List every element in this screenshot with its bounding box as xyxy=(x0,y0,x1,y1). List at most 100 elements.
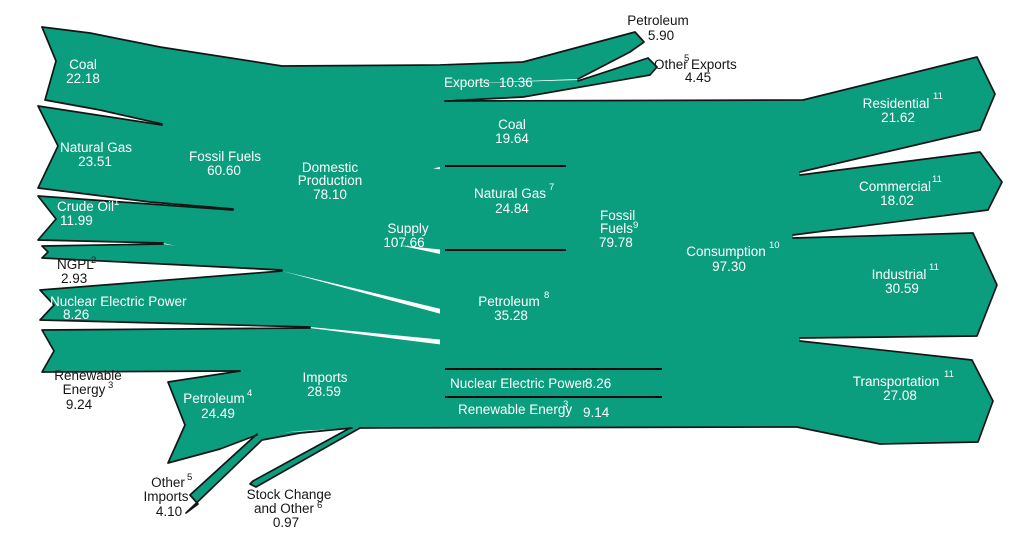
outline-industrial xyxy=(792,232,998,339)
consumption-value: 97.30 xyxy=(712,259,746,274)
domestic-production-line1: Domestic xyxy=(302,160,359,175)
stock-change-value: 0.97 xyxy=(273,515,299,530)
coal-input-label: Coal xyxy=(69,57,97,72)
outline-nuclear-input xyxy=(39,270,311,328)
outline-natural-gas-input xyxy=(37,105,234,210)
fossil-fuels-prod-value: 60.60 xyxy=(207,163,241,178)
ngpl-input-flow xyxy=(42,244,445,310)
other-exports-value: 4.45 xyxy=(685,70,711,85)
residential-value: 21.62 xyxy=(881,110,915,125)
commercial-label: Commercial xyxy=(859,179,931,194)
petroleum-mid-sup: 8 xyxy=(544,290,549,301)
imports-label: Imports xyxy=(302,370,347,385)
petroleum-import-value: 24.49 xyxy=(201,406,235,421)
outline-other-exports xyxy=(444,57,658,102)
natural-gas-mid-label: Natural Gas xyxy=(474,186,546,201)
crude-oil-input-label: Crude Oil xyxy=(57,199,114,214)
consumption-sup: 10 xyxy=(769,240,780,251)
nuclear-input-value: 8.26 xyxy=(63,307,89,322)
outline-stock-change xyxy=(249,427,361,488)
other-imports-value: 4.10 xyxy=(156,504,182,519)
renewable-input-value: 9.24 xyxy=(66,397,93,412)
renewable-input-line2: Energy xyxy=(63,382,106,397)
supply-value: 107.66 xyxy=(383,235,424,250)
other-exports-label2: Exports xyxy=(691,57,737,72)
ngpl-input-sup: 2 xyxy=(91,255,96,266)
outline-renewable-input xyxy=(41,327,311,373)
outline-top-and-petroleum-export xyxy=(41,26,645,80)
transportation-sup: 11 xyxy=(944,369,954,380)
industrial-sup: 11 xyxy=(929,262,939,273)
petroleum-mid-value: 35.28 xyxy=(494,308,528,323)
coal-input-value: 22.18 xyxy=(66,71,100,86)
residential-sup: 11 xyxy=(933,91,943,102)
crude-oil-input-sup: 1 xyxy=(114,197,119,208)
coal-mid-value: 19.64 xyxy=(495,131,529,146)
petroleum-import-sup: 4 xyxy=(247,388,252,399)
crude-oil-input-value: 11.99 xyxy=(60,213,93,228)
natural-gas-mid-sup: 7 xyxy=(549,182,554,193)
domestic-production-value: 78.10 xyxy=(313,187,347,202)
outline-petroleum-import xyxy=(167,370,258,464)
exports-label: Exports xyxy=(444,75,490,90)
ngpl-input-value: 2.93 xyxy=(61,271,87,286)
other-imports-flow xyxy=(186,428,352,513)
petroleum-export-value: 5.90 xyxy=(648,28,674,43)
ngpl-input-label: NGPL xyxy=(57,257,94,272)
transportation-value: 27.08 xyxy=(883,388,917,403)
petroleum-export-label: Petroleum xyxy=(627,13,689,28)
nuclear-mid-label: Nuclear Electric Power xyxy=(450,376,587,391)
natural-gas-input-value: 23.51 xyxy=(78,154,112,169)
transportation-label: Transportation xyxy=(853,374,940,389)
exports-value: 10.36 xyxy=(499,75,533,90)
other-imports-line2: Imports xyxy=(143,489,188,504)
industrial-label: Industrial xyxy=(872,267,927,282)
outline-coal-input xyxy=(41,26,163,125)
renewable-mid-sup: 3 xyxy=(563,399,568,410)
commercial-value: 18.02 xyxy=(880,193,914,208)
residential-label: Residential xyxy=(863,96,930,111)
renewable-input-line1: Renewable xyxy=(54,368,122,383)
fossil-fuels-mid-line1: Fossil xyxy=(600,208,635,223)
outline-crude-oil-input xyxy=(37,195,234,244)
outline-commercial xyxy=(792,151,1003,236)
nuclear-input-label: Nuclear Electric Power xyxy=(50,294,187,309)
stock-change-sup: 6 xyxy=(317,500,322,511)
petroleum-mid-label: Petroleum xyxy=(478,294,540,309)
natural-gas-input-label: Natural Gas xyxy=(60,140,132,155)
consumption-label: Consumption xyxy=(686,244,766,259)
industrial-value: 30.59 xyxy=(885,281,919,296)
natural-gas-mid-value: 24.84 xyxy=(495,201,529,216)
fossil-fuels-mid-value: 79.78 xyxy=(599,235,633,250)
commercial-sup: 11 xyxy=(932,174,942,185)
outline-other-imports xyxy=(185,427,353,514)
other-exports-flow xyxy=(445,58,657,100)
stock-change-line2: and Other xyxy=(254,501,315,516)
renewable-mid-label: Renewable Energy xyxy=(458,402,572,417)
supply-label: Supply xyxy=(387,221,429,236)
other-exports-label: Other xyxy=(654,57,688,72)
coal-mid-label: Coal xyxy=(498,117,526,132)
stock-change-line1: Stock Change xyxy=(247,487,332,502)
fossil-fuels-prod-label: Fossil Fuels xyxy=(189,149,261,164)
other-imports-sup: 5 xyxy=(187,472,192,483)
renewable-mid-value: 9.14 xyxy=(583,405,610,420)
fossil-fuels-mid-line2: Fuels xyxy=(600,221,633,236)
nuclear-input-flow xyxy=(40,271,445,340)
natural-gas-input-flow xyxy=(38,106,445,250)
renewable-input-sup: 3 xyxy=(108,380,113,391)
main-trunk-flow xyxy=(440,57,1002,444)
outline-ngpl-input xyxy=(41,243,283,271)
outline-transportation-and-bottom xyxy=(359,340,994,445)
fossil-fuels-mid-sup: 9 xyxy=(633,220,638,231)
imports-value: 28.59 xyxy=(307,384,341,399)
petroleum-import-flow xyxy=(168,348,445,463)
nuclear-mid-value: 8.26 xyxy=(585,376,611,391)
other-imports-line1: Other xyxy=(151,475,185,490)
petroleum-import-label: Petroleum xyxy=(183,391,245,406)
outline-trunk-top-residential xyxy=(444,56,996,173)
other-exports-sup: 5 xyxy=(684,53,689,64)
domestic-production-line2: Production xyxy=(298,173,363,188)
